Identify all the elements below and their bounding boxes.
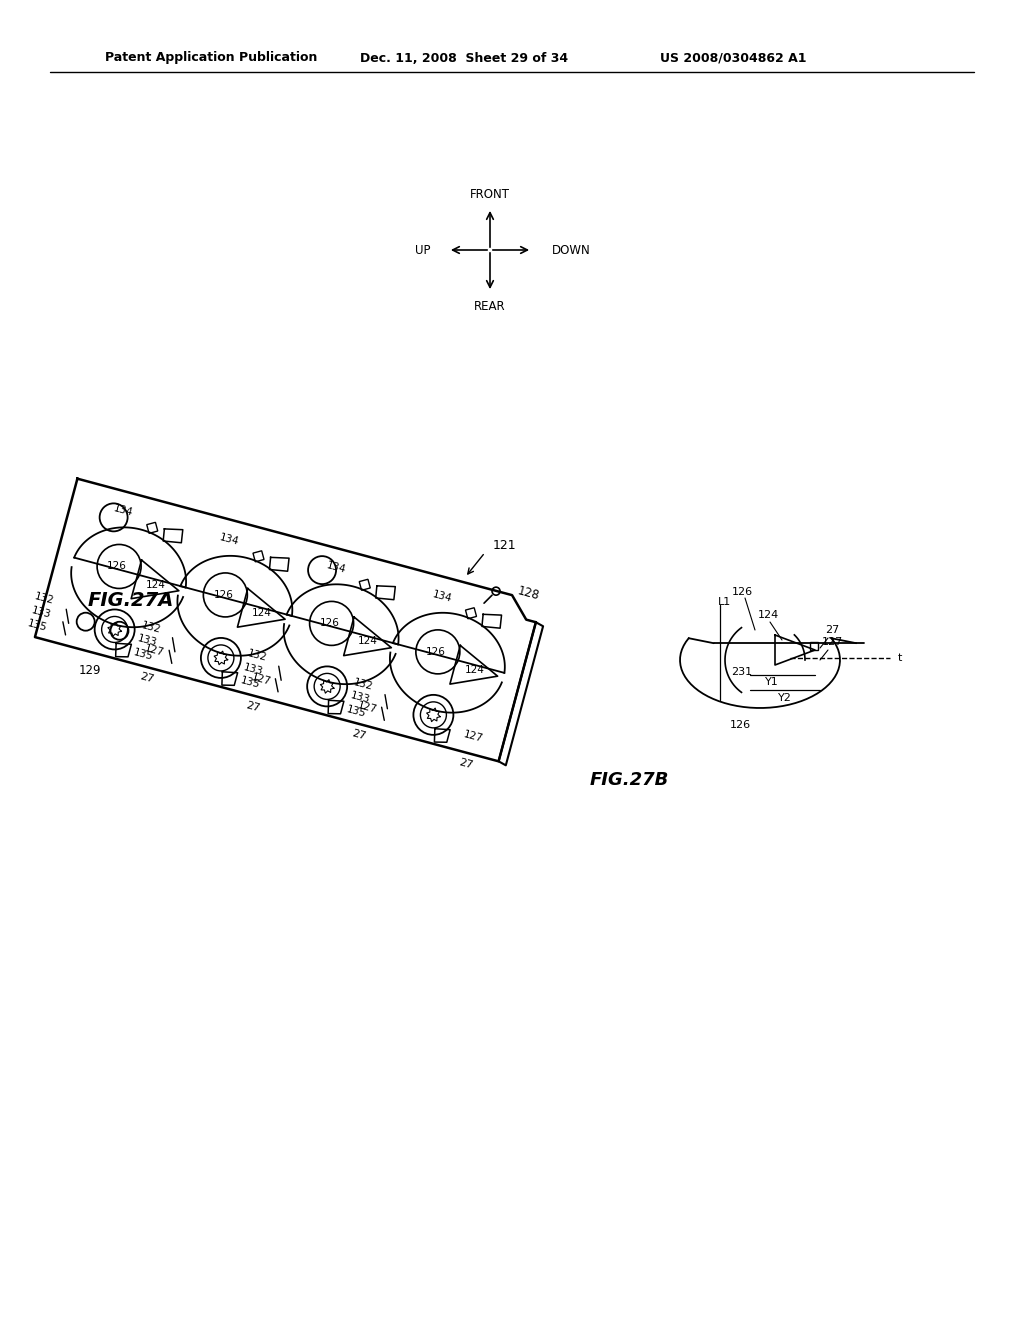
Text: Patent Application Publication: Patent Application Publication xyxy=(105,51,317,65)
Text: 127: 127 xyxy=(143,644,166,659)
Text: Y2: Y2 xyxy=(778,693,792,704)
Text: 127: 127 xyxy=(250,672,271,686)
Text: UP: UP xyxy=(415,243,430,256)
Text: REAR: REAR xyxy=(474,300,506,313)
Text: FRONT: FRONT xyxy=(470,187,510,201)
Bar xyxy=(359,579,371,590)
Bar xyxy=(466,607,476,619)
Text: 121: 121 xyxy=(494,539,517,552)
Text: 134: 134 xyxy=(325,561,347,576)
Text: 135: 135 xyxy=(133,647,155,663)
Text: FIG.27A: FIG.27A xyxy=(88,590,174,610)
Bar xyxy=(146,523,158,533)
Text: 127: 127 xyxy=(463,729,484,743)
Text: 133: 133 xyxy=(30,606,52,620)
Text: 231: 231 xyxy=(731,667,753,677)
Text: 124: 124 xyxy=(252,609,271,618)
Text: 127: 127 xyxy=(356,701,378,715)
Text: L1: L1 xyxy=(718,597,731,607)
Text: 126: 126 xyxy=(729,719,751,730)
Text: 135: 135 xyxy=(239,676,261,690)
Text: 129: 129 xyxy=(79,664,101,677)
Text: 132: 132 xyxy=(140,620,162,635)
Text: 27: 27 xyxy=(138,672,155,685)
Text: DOWN: DOWN xyxy=(552,243,591,256)
Bar xyxy=(810,642,818,649)
Text: 124: 124 xyxy=(358,636,378,647)
Text: 124: 124 xyxy=(465,665,484,675)
Text: 124: 124 xyxy=(145,579,166,590)
Text: 135: 135 xyxy=(345,704,367,719)
Text: 126: 126 xyxy=(108,561,127,572)
Text: 132: 132 xyxy=(34,591,55,606)
Text: Y1: Y1 xyxy=(765,677,779,686)
Text: 133: 133 xyxy=(349,690,371,705)
Text: 27: 27 xyxy=(825,624,839,635)
Text: t: t xyxy=(898,653,902,663)
Text: 134: 134 xyxy=(219,532,241,546)
Bar xyxy=(253,550,264,562)
Text: 126: 126 xyxy=(731,587,753,597)
Text: 134: 134 xyxy=(431,589,453,603)
Text: US 2008/0304862 A1: US 2008/0304862 A1 xyxy=(660,51,807,65)
Text: 134: 134 xyxy=(113,503,134,519)
Text: 27: 27 xyxy=(458,756,474,771)
Text: 126: 126 xyxy=(426,647,445,657)
Text: 126: 126 xyxy=(319,618,340,628)
Text: FIG.27B: FIG.27B xyxy=(590,771,670,789)
Text: 27: 27 xyxy=(245,700,261,713)
Text: 133: 133 xyxy=(243,663,264,677)
Text: 127: 127 xyxy=(821,638,843,647)
Text: 132: 132 xyxy=(352,677,374,692)
Text: 133: 133 xyxy=(136,634,158,648)
Text: 132: 132 xyxy=(246,648,268,664)
Text: 128: 128 xyxy=(516,585,541,603)
Text: 124: 124 xyxy=(758,610,778,620)
Text: 126: 126 xyxy=(213,590,233,599)
Text: 135: 135 xyxy=(27,619,48,634)
Text: 27: 27 xyxy=(351,729,368,742)
Text: Dec. 11, 2008  Sheet 29 of 34: Dec. 11, 2008 Sheet 29 of 34 xyxy=(360,51,568,65)
